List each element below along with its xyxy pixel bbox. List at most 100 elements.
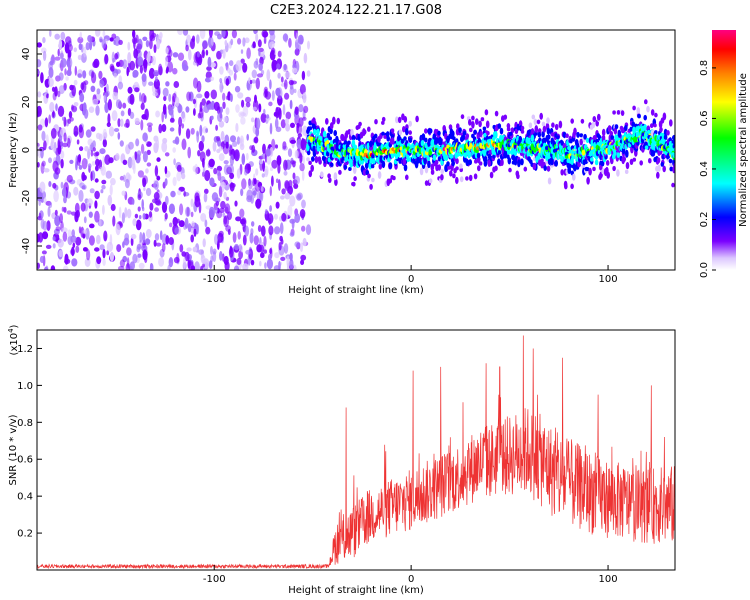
noise-speckle <box>178 116 183 127</box>
noise-speckle <box>41 250 47 255</box>
noise-speckle <box>218 153 225 162</box>
noise-speckle <box>274 118 279 129</box>
signal-cell <box>362 128 366 137</box>
noise-speckle <box>107 99 112 111</box>
noise-speckle <box>222 92 226 101</box>
noise-speckle <box>120 110 125 117</box>
noise-speckle <box>247 163 251 171</box>
noise-speckle <box>169 222 173 228</box>
signal-cell <box>622 156 626 163</box>
noise-speckle <box>174 227 180 235</box>
signal-cell <box>534 125 539 133</box>
noise-speckle <box>263 35 267 44</box>
noise-speckle <box>205 149 211 157</box>
noise-speckle <box>46 220 51 232</box>
noise-speckle <box>246 189 253 201</box>
noise-speckle <box>178 220 185 228</box>
noise-speckle <box>177 189 182 196</box>
signal-cell <box>654 130 658 135</box>
noise-speckle <box>258 103 262 113</box>
signal-cell <box>480 117 485 122</box>
noise-speckle <box>153 180 159 191</box>
snr-multiplier-base: (x10 <box>9 333 20 356</box>
noise-speckle <box>254 180 261 192</box>
signal-cell <box>468 119 472 126</box>
noise-speckle <box>54 86 58 97</box>
noise-speckle <box>228 246 234 258</box>
noise-speckle <box>57 105 65 117</box>
noise-speckle <box>142 36 148 41</box>
noise-speckle <box>87 163 92 169</box>
signal-cell <box>530 134 535 142</box>
noise-speckle <box>265 148 271 157</box>
signal-cell <box>482 126 487 131</box>
signal-cell <box>349 161 354 168</box>
noise-speckle <box>209 177 215 187</box>
noise-speckle <box>191 221 195 228</box>
signal-cell <box>536 119 541 125</box>
signal-cell <box>572 131 576 139</box>
signal-cell <box>543 165 547 172</box>
noise-speckle <box>156 157 161 162</box>
signal-cell <box>427 160 431 169</box>
noise-speckle <box>142 151 148 163</box>
noise-speckle <box>220 130 225 141</box>
signal-cell <box>437 130 441 136</box>
noise-speckle <box>301 225 306 232</box>
spectrogram-y-axis-label: Frequency (Hz) <box>8 112 19 188</box>
noise-speckle <box>230 38 234 46</box>
noise-speckle <box>145 40 150 48</box>
noise-speckle <box>85 129 92 138</box>
signal-cell <box>644 99 648 105</box>
noise-speckle <box>306 70 311 77</box>
noise-speckle <box>78 126 85 139</box>
noise-speckle <box>269 146 274 157</box>
noise-speckle <box>165 235 170 245</box>
noise-speckle <box>187 146 191 159</box>
signal-cell <box>320 171 324 178</box>
noise-speckle <box>231 30 237 39</box>
noise-speckle <box>50 127 57 139</box>
noise-speckle <box>37 42 42 48</box>
noise-speckle <box>275 201 280 209</box>
noise-speckle <box>131 155 136 166</box>
noise-speckle <box>40 147 44 159</box>
noise-speckle <box>80 202 86 212</box>
signal-cell <box>520 158 524 166</box>
signal-cell <box>560 155 564 163</box>
noise-speckle <box>95 30 101 37</box>
noise-speckle <box>102 138 108 148</box>
noise-speckle <box>107 113 111 125</box>
signal-cell <box>434 159 439 165</box>
signal-cell <box>388 162 393 170</box>
signal-cell <box>452 136 456 141</box>
noise-speckle <box>199 124 203 137</box>
noise-speckle <box>95 132 101 140</box>
noise-speckle <box>76 139 80 145</box>
noise-speckle <box>89 188 95 194</box>
noise-speckle <box>202 238 206 248</box>
colorbar-tick-label: 0.6 <box>699 110 710 126</box>
noise-speckle <box>37 124 43 131</box>
noise-speckle <box>38 198 41 207</box>
noise-speckle <box>80 82 85 91</box>
noise-speckle <box>117 132 121 140</box>
noise-speckle <box>102 248 106 259</box>
noise-speckle <box>183 190 186 197</box>
noise-speckle <box>154 233 160 241</box>
signal-cell <box>668 158 673 164</box>
noise-speckle <box>133 37 136 50</box>
signal-cell <box>370 164 375 169</box>
signal-cell <box>471 115 475 121</box>
noise-speckle <box>119 140 124 147</box>
noise-speckle <box>134 151 138 161</box>
signal-cell <box>494 131 498 139</box>
noise-speckle <box>153 44 157 54</box>
noise-speckle <box>177 52 185 61</box>
noise-speckle <box>282 33 289 42</box>
noise-speckle <box>158 257 165 267</box>
signal-cell <box>406 153 410 160</box>
noise-speckle <box>299 242 304 253</box>
noise-speckle <box>252 41 256 49</box>
noise-speckle <box>260 186 264 192</box>
